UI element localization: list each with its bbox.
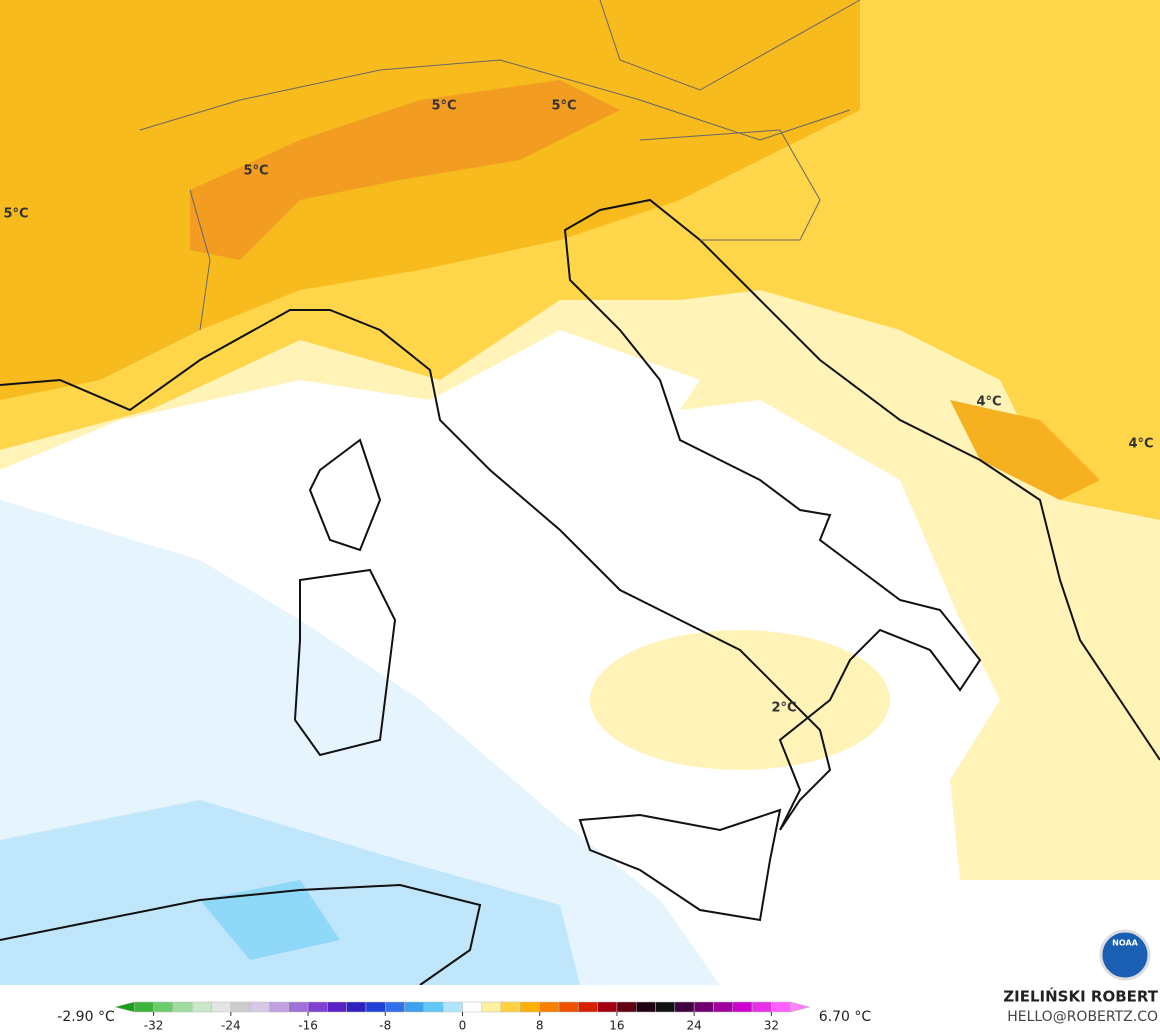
contour-label: 5°C	[431, 99, 456, 114]
colorbar-segment	[539, 1001, 560, 1013]
colorbar-segment	[597, 1001, 618, 1013]
logo-text: NOAA	[1112, 939, 1138, 948]
colorbar: -32 -24 -16 -8 0 8 16 24 32	[114, 1001, 811, 1033]
colorbar-tick-label: -32	[144, 1019, 164, 1033]
colorbar-segment	[211, 1001, 232, 1013]
corsica	[308, 438, 382, 552]
coastline	[0, 198, 1160, 831]
contour-label: 4°C	[1128, 437, 1153, 452]
logo: NOAA	[1099, 929, 1151, 981]
coastlines	[0, 198, 1160, 986]
africa-coast	[0, 883, 482, 986]
min-label: -2.90 °C	[57, 1009, 115, 1025]
colorbar-segment	[616, 1001, 637, 1013]
colorbar-tick-label: 24	[687, 1019, 702, 1033]
colorbar-segment	[269, 1001, 289, 1013]
colorbar-segment	[751, 1001, 772, 1013]
colorbar-segment	[578, 1001, 598, 1013]
colorbar-segment	[288, 1001, 309, 1013]
warmest-zone	[190, 80, 620, 260]
coldest-zone	[200, 880, 340, 960]
colorbar-tick-label: -8	[379, 1019, 391, 1033]
colorbar-segment	[674, 1001, 695, 1013]
colorbar-segment	[636, 1001, 656, 1013]
colorbar-tick-label: 8	[536, 1019, 544, 1033]
colorbar-tick-label: 32	[764, 1019, 779, 1033]
logo-circle	[1099, 929, 1151, 981]
colorbar-segment	[713, 1001, 734, 1013]
contour-label: 5°C	[551, 99, 576, 114]
border	[599, 0, 861, 91]
warmer-zone	[950, 400, 1100, 500]
colorbar-tick-label: -16	[298, 1019, 318, 1033]
colorbar-segment	[655, 1001, 676, 1013]
mild-zone	[950, 660, 1160, 880]
colorbar-segment	[172, 1001, 193, 1013]
contour-label: 4°C	[976, 395, 1001, 410]
sicily	[578, 808, 782, 922]
colorbar-segment	[191, 1001, 212, 1013]
contour-label: 2°C	[771, 701, 796, 716]
colorbar-segment	[346, 1001, 367, 1013]
colorbar-segment	[732, 1001, 753, 1013]
colorbar-segment	[153, 1001, 174, 1013]
border	[139, 59, 851, 141]
border	[189, 189, 211, 331]
colorbar-segment	[404, 1001, 425, 1013]
colorbar-segment	[385, 1001, 405, 1013]
sardinia	[293, 568, 397, 757]
colorbar-segment	[307, 1001, 328, 1013]
mild-zone	[590, 630, 890, 770]
borders	[139, 0, 861, 331]
colorbar-segment	[790, 1001, 811, 1013]
colorbar-segment	[249, 1001, 270, 1013]
contour-label: 5°C	[3, 207, 28, 222]
contour-label: 5°C	[243, 164, 268, 179]
colorbar-segment	[327, 1001, 347, 1013]
colorbar-segment	[365, 1001, 386, 1013]
colorbar-segment	[558, 1001, 579, 1013]
colorbar-segment	[230, 1001, 251, 1013]
colorbar-tick-label: 0	[459, 1019, 467, 1033]
colorbar-segment	[134, 1001, 154, 1013]
colorbar-segment	[481, 1001, 502, 1013]
warmer-zone	[0, 0, 860, 400]
contact: HELLO@ROBERTZ.CO	[1007, 1009, 1158, 1025]
map-area: 5°C 5°C 5°C 5°C 4°C 4°C 2°C NOAA	[0, 0, 1160, 986]
colorbar-segment	[693, 1001, 714, 1013]
border	[639, 129, 821, 241]
author: ZIELIŃSKI ROBERT	[1003, 987, 1158, 1006]
colorbar-segment	[520, 1001, 540, 1013]
colorbar-tick-label: 16	[609, 1019, 624, 1033]
colorbar-tick-label: -24	[221, 1019, 241, 1033]
colorbar-segment	[500, 1001, 521, 1013]
colorbar-segment	[442, 1001, 463, 1013]
colorbar-segment	[771, 1001, 791, 1013]
colorbar-segment	[423, 1001, 444, 1013]
colorbar-segment	[462, 1001, 483, 1013]
max-label: 6.70 °C	[819, 1009, 872, 1025]
